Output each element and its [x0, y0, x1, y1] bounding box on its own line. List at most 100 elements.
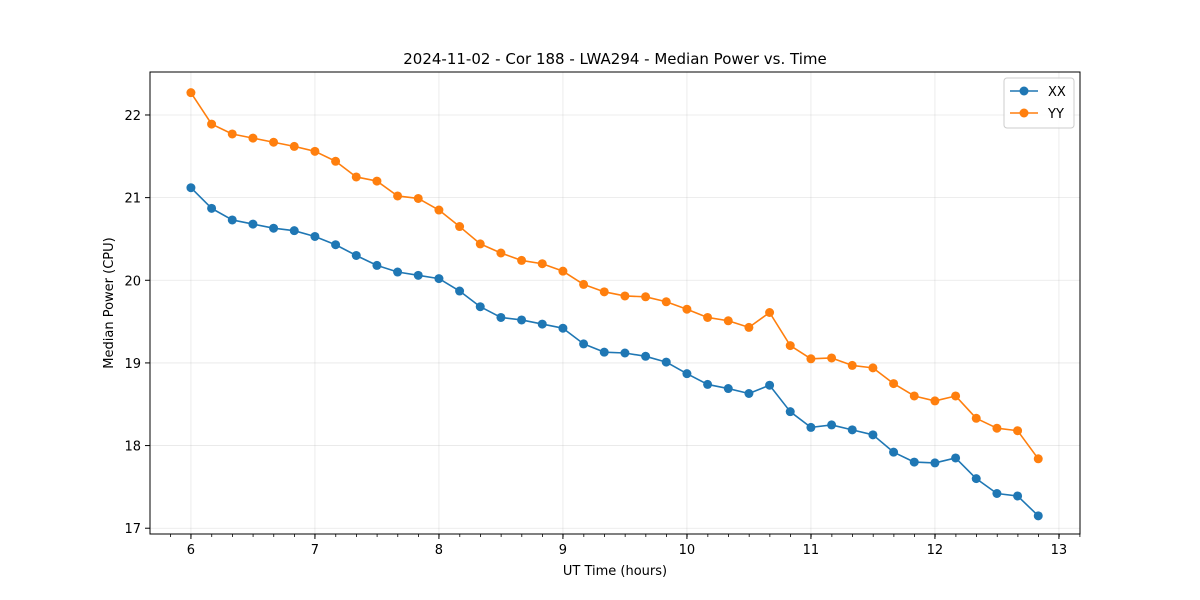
x-tick-label: 12	[927, 543, 944, 558]
series-point-xx	[765, 380, 775, 390]
series-point-yy	[186, 88, 196, 98]
x-tick-label: 7	[311, 543, 319, 558]
series-point-xx	[331, 240, 341, 250]
series-point-xx	[248, 219, 258, 229]
y-tick-label: 19	[124, 357, 141, 372]
series-point-yy	[847, 360, 857, 370]
series-point-xx	[744, 388, 754, 398]
series-point-yy	[207, 119, 217, 129]
series-point-yy	[889, 379, 899, 389]
series-point-xx	[413, 270, 423, 280]
series-point-xx	[723, 384, 733, 394]
x-tick-label: 13	[1051, 543, 1068, 558]
series-point-yy	[248, 133, 258, 143]
series-point-yy	[269, 137, 279, 147]
y-tick-label: 22	[124, 109, 141, 124]
series-point-xx	[310, 231, 320, 241]
series-point-yy	[992, 423, 1002, 433]
series-point-xx	[909, 457, 919, 467]
series-point-yy	[723, 316, 733, 326]
series-point-yy	[620, 291, 630, 301]
series-point-yy	[413, 193, 423, 203]
y-tick-label: 21	[124, 192, 141, 207]
chart-title: 2024-11-02 - Cor 188 - LWA294 - Median P…	[403, 50, 827, 68]
series-point-yy	[558, 266, 568, 276]
series-point-xx	[889, 447, 899, 457]
series-point-yy	[434, 205, 444, 215]
series-point-yy	[806, 354, 816, 364]
series-point-yy	[827, 353, 837, 363]
y-axis-label: Median Power (CPU)	[102, 237, 117, 368]
x-tick-label: 9	[559, 543, 567, 558]
series-point-xx	[517, 315, 527, 325]
series-point-yy	[765, 308, 775, 318]
series-point-xx	[434, 274, 444, 284]
series-point-yy	[455, 222, 465, 232]
series-point-xx	[703, 379, 713, 389]
series-point-xx	[847, 425, 857, 435]
series-point-xx	[269, 223, 279, 233]
series-point-xx	[455, 286, 465, 296]
series-point-xx	[207, 203, 217, 213]
series-point-yy	[331, 156, 341, 166]
series-point-xx	[186, 183, 196, 193]
y-tick-label: 17	[124, 522, 141, 537]
x-tick-label: 6	[187, 543, 195, 558]
series-point-yy	[951, 391, 961, 401]
series-point-yy	[517, 255, 527, 265]
series-point-xx	[971, 474, 981, 484]
series-point-yy	[579, 279, 589, 289]
series-point-yy	[599, 287, 609, 297]
series-point-xx	[475, 302, 485, 312]
series-point-xx	[827, 420, 837, 430]
grid	[150, 72, 1080, 534]
plot-frame	[149, 71, 1081, 535]
series-layer	[186, 88, 1043, 521]
series-point-xx	[661, 357, 671, 367]
series-point-xx	[558, 323, 568, 333]
x-axis-label: UT Time (hours)	[563, 564, 667, 579]
series-point-xx	[868, 430, 878, 440]
series-point-xx	[951, 453, 961, 463]
series-point-yy	[703, 312, 713, 322]
legend-label-yy: YY	[1047, 107, 1064, 122]
series-point-xx	[599, 347, 609, 357]
series-point-yy	[1013, 426, 1023, 436]
series-point-xx	[930, 458, 940, 468]
series-point-xx	[620, 348, 630, 358]
x-tick-label: 11	[803, 543, 820, 558]
series-point-yy	[351, 172, 361, 182]
series-point-xx	[992, 489, 1002, 499]
series-point-yy	[289, 141, 299, 151]
series-point-xx	[351, 250, 361, 260]
series-point-yy	[310, 146, 320, 156]
series-point-yy	[930, 396, 940, 406]
series-point-yy	[393, 191, 403, 201]
series-point-xx	[682, 369, 692, 379]
legend-marker-xx	[1019, 86, 1029, 96]
series-point-xx	[1033, 511, 1043, 521]
series-point-yy	[868, 363, 878, 373]
axes: 6 7 8 9 10 11 12 13 17 18 19 20 21 22	[124, 109, 1081, 558]
x-tick-label: 8	[435, 543, 443, 558]
series-point-xx	[537, 319, 547, 329]
legend-label-xx: XX	[1048, 85, 1066, 100]
series-point-xx	[785, 407, 795, 417]
series-point-xx	[1013, 491, 1023, 501]
series-point-xx	[579, 339, 589, 349]
x-tick-label: 10	[679, 543, 696, 558]
series-point-xx	[393, 267, 403, 277]
series-point-yy	[744, 322, 754, 332]
series-point-yy	[682, 304, 692, 314]
series-point-yy	[971, 413, 981, 423]
series-point-yy	[909, 391, 919, 401]
legend: XX YY	[1003, 77, 1075, 129]
series-point-xx	[641, 351, 651, 361]
series-point-xx	[289, 226, 299, 236]
series-point-yy	[496, 248, 506, 258]
series-point-yy	[661, 297, 671, 307]
series-point-xx	[806, 422, 816, 432]
series-point-xx	[496, 312, 506, 322]
